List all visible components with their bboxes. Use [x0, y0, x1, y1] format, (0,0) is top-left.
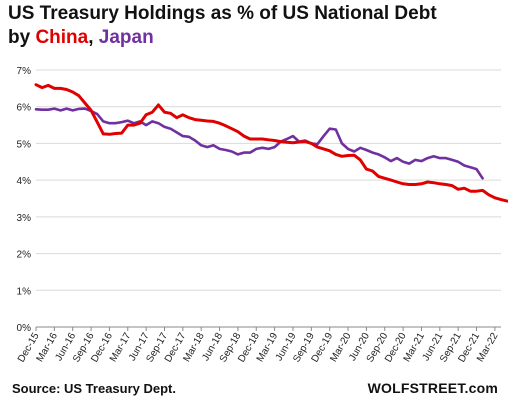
series-line-japan: [34, 107, 484, 180]
chart-title: US Treasury Holdings as % of US National…: [8, 2, 503, 50]
brand-logo-text: WOLFSTREET.com: [367, 380, 498, 396]
y-tick-label: 3%: [17, 213, 32, 224]
title-japan: Japan: [98, 27, 154, 48]
y-tick-label: 6%: [17, 103, 32, 114]
y-tick-label: 2%: [17, 250, 32, 261]
source-note: Source: US Treasury Dept.: [12, 381, 176, 396]
title-china: China: [35, 27, 89, 48]
y-tick-label: 1%: [17, 286, 32, 297]
y-tick-label: 0%: [17, 323, 32, 334]
title-line-1: US Treasury Holdings as % of US National…: [8, 3, 437, 24]
y-tick-label: 7%: [17, 66, 32, 77]
title-prefix: by: [8, 27, 36, 48]
title-separator: ,: [88, 27, 99, 48]
series-line-china: [34, 83, 508, 203]
y-tick-label: 5%: [17, 139, 32, 150]
title-line-2: by China, Japan: [8, 26, 503, 50]
y-tick-label: 4%: [17, 176, 32, 187]
